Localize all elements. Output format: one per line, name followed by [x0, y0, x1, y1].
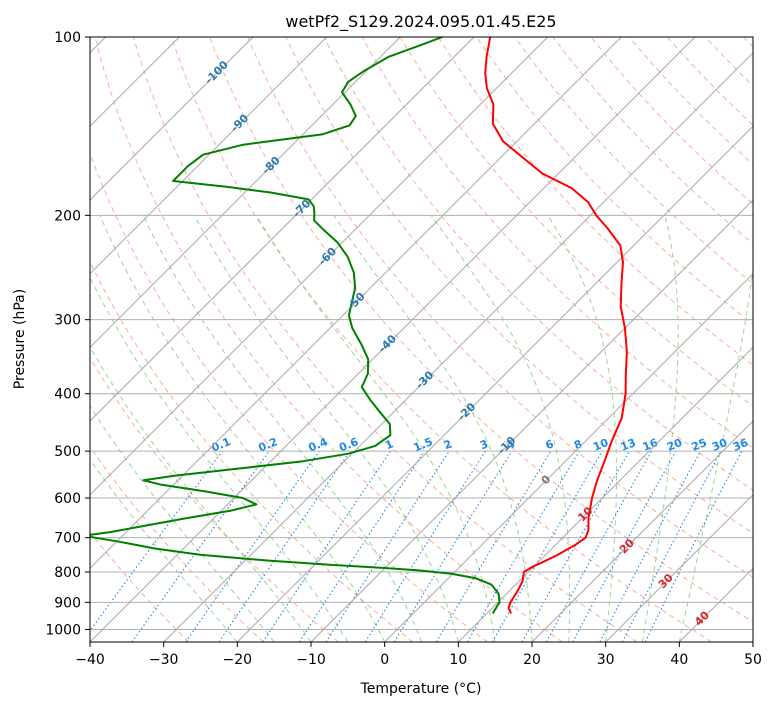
moist-adiabat-line	[678, 265, 753, 642]
y-tick-label: 500	[54, 444, 81, 460]
x-tick-label: 50	[744, 652, 762, 668]
plot-frame	[89, 36, 754, 643]
mixing-ratio-label: 25	[690, 436, 709, 454]
y-tick-label: 300	[54, 313, 81, 329]
isotherm-gridline	[163, 51, 753, 642]
mixing-ratio-label: 13	[619, 436, 638, 454]
x-axis-label: Temperature (°C)	[360, 681, 482, 697]
mixing-ratio-line	[185, 450, 320, 642]
mixing-ratio-line	[364, 450, 486, 642]
mixing-ratio-label: 1	[383, 437, 395, 452]
chart-title: wetPf2_S129.2024.095.01.45.E25	[285, 12, 556, 32]
isotherm-gridline	[90, 37, 696, 642]
isotherm-gridline	[310, 199, 753, 642]
x-tick-label: −40	[75, 652, 105, 668]
dry-adiabat-line	[437, 37, 753, 366]
moist-adiabat-line	[642, 215, 679, 642]
x-tick-label: 40	[670, 652, 688, 668]
x-tick-label: 30	[597, 652, 615, 668]
x-axis-ticks: −40 −30 −20 −10 0 10 20 30 40 50	[75, 642, 762, 668]
dry-adiabat-line	[90, 260, 414, 642]
x-tick-label: −20	[223, 652, 253, 668]
mixing-ratio-label: 20	[665, 436, 684, 454]
dry-adiabat-line	[90, 531, 190, 642]
mixing-ratio-line	[131, 450, 270, 642]
dry-adiabat-line	[247, 37, 753, 578]
mixing-ratio-line	[218, 450, 351, 642]
moist-adiabat-line	[90, 276, 349, 642]
y-tick-label: 1000	[45, 622, 81, 638]
mixing-ratio-label: 2	[442, 437, 454, 452]
moist-adiabat-line	[90, 345, 312, 642]
y-tick-label: 900	[54, 595, 81, 611]
x-tick-label: 0	[380, 652, 389, 668]
isotherm-gridline	[90, 37, 475, 422]
moist-adiabat-line	[333, 215, 533, 642]
mixing-ratio-label: 36	[731, 436, 750, 454]
isotherm-gridline	[531, 420, 753, 642]
isobar-grid	[90, 37, 753, 630]
isotherm-gridline	[236, 125, 753, 642]
mixing-ratio-line	[435, 450, 552, 642]
isotherm-gridline	[457, 346, 753, 642]
mixing-ratio-label: 3	[478, 437, 490, 452]
isotherm-gridline	[384, 272, 753, 642]
moist-adiabat-line	[142, 215, 422, 642]
y-tick-label: 800	[54, 565, 81, 581]
mixing-ratio-line	[90, 450, 223, 632]
isotherm-gridline	[90, 37, 549, 496]
y-tick-label: 700	[54, 531, 81, 547]
moist-adiabat-line	[90, 458, 238, 642]
mixing-ratio-line	[325, 450, 450, 642]
x-tick-label: −10	[296, 652, 326, 668]
mixing-ratio-line	[572, 450, 677, 642]
isotherm-gridline	[90, 37, 254, 201]
mixing-ratio-line	[521, 450, 630, 642]
x-tick-label: 20	[523, 652, 541, 668]
dry-adiabat-line	[323, 37, 753, 491]
profile-series	[90, 37, 628, 615]
dry-adiabat-line	[132, 37, 638, 642]
dry-adiabat-line	[399, 37, 753, 407]
mixing-ratio-line	[393, 450, 513, 642]
moist-adiabat-line	[547, 215, 617, 642]
y-tick-label: 100	[54, 30, 81, 46]
y-tick-label: 600	[54, 491, 81, 507]
x-tick-label: −30	[149, 652, 179, 668]
dewpoint-profile-line	[90, 37, 501, 615]
isotherm-gridline	[90, 37, 328, 275]
x-tick-label: 10	[449, 652, 467, 668]
dry-adiabat-line	[285, 37, 753, 534]
isotherm-grid	[90, 37, 753, 642]
dry-adiabat-line	[94, 37, 563, 642]
mixing-ratio-label: 8	[572, 437, 584, 452]
moist-adiabat-line	[193, 215, 459, 642]
y-tick-label: 200	[54, 208, 81, 224]
mixing-ratio-label: 10	[591, 436, 610, 454]
mixing-ratio-label: 16	[641, 436, 660, 454]
mixing-ratio-line	[467, 450, 580, 642]
y-axis-label: Pressure (hPa)	[12, 289, 28, 389]
moist-adiabat-line	[255, 215, 496, 642]
y-tick-label: 400	[54, 387, 81, 403]
y-axis-ticks: 100 200 300 400 500 600 700 800 900 1000	[45, 30, 90, 638]
temperature-profile-line	[484, 37, 628, 614]
isotherm-gridline	[605, 493, 753, 642]
dry-adiabat-line	[209, 37, 753, 623]
